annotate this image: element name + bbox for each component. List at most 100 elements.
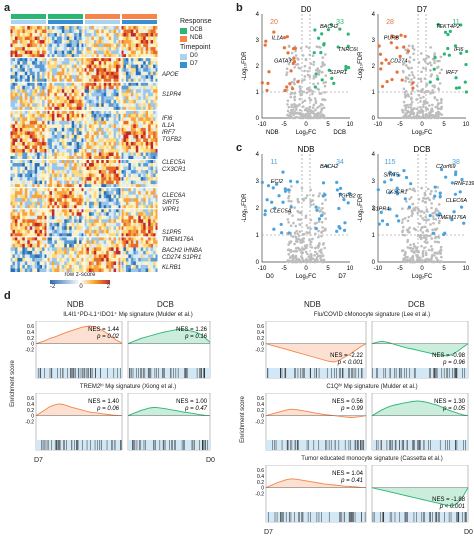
heatmap-timepoint-bar: [122, 20, 157, 24]
volcano-left-arrow-label: D0: [266, 274, 274, 280]
volcano-left-arrow-label: NDB: [266, 130, 279, 136]
heatmap-gene-label: SIRT5: [162, 200, 179, 206]
gsea-nes: NES = -1.88: [432, 497, 466, 503]
gsea-signature-title: IL4I1⁺PD-L1⁺IDO1⁺ Mφ signature (Mulder e…: [38, 312, 218, 319]
heatmap-response-bar: [48, 14, 83, 19]
gsea-nes: NES = -0.98: [432, 353, 466, 359]
volcano-gene-label: TMEM176A: [437, 215, 466, 221]
gsea-signature-title: Flu/COVID cMonocyte signature (Lee et al…: [268, 312, 474, 319]
zscore-legend: row z-score -2 0 2: [50, 272, 110, 291]
volcano-gene-label: IRF7: [446, 70, 459, 76]
gsea-rank-bar: [372, 368, 468, 378]
volcano-ylabel: -Log₁₀FDR: [242, 193, 248, 223]
volcano-gene-label: BACH2: [320, 24, 338, 30]
volcano-gene-label: RNF139-AS1: [454, 181, 474, 187]
volcano-gene-label: S1PR1: [330, 70, 347, 76]
volcano-xtick: 5: [326, 266, 330, 272]
volcano-gene-label: TEKT4P2: [436, 24, 460, 30]
gsea-pvalue: p = 0.41: [340, 478, 363, 484]
heatmap-gene-label: BACH2 IHNBA: [162, 248, 202, 254]
heatmap-response-bar: [11, 14, 46, 19]
gsea-signature-title: TREM2ʰⁱ Mφ signature (Xiong et al.): [38, 384, 218, 391]
gsea-nes: NES = 1.44: [88, 327, 120, 333]
volcano-ytick: 2: [256, 64, 260, 70]
response-legend-title: Response: [180, 18, 212, 25]
volcano-left-count: 20: [270, 19, 278, 26]
gsea-pvalue: p < 0.001: [337, 360, 363, 366]
volcano-xtick: -10: [258, 266, 267, 272]
volcano-ytick: 4: [256, 152, 260, 158]
gsea-column-title: DCB: [408, 300, 425, 309]
volcano-title: NDB: [298, 145, 315, 154]
timepoint-legend-title: Timepoint: [180, 44, 212, 51]
volcano-gene-label: IFI6: [454, 47, 464, 53]
ndb-swatch: [180, 36, 187, 42]
volcano-gene-label: GATA3: [274, 58, 292, 64]
volcano-right-arrow-label: DCB: [333, 130, 346, 136]
gsea-pvalue: p = 0.47: [184, 406, 208, 412]
gsea-rank-bar: [128, 368, 210, 378]
volcano-xtick: -5: [281, 122, 287, 128]
gsea-pvalue: p = 0.05: [442, 406, 466, 412]
heatmap-gene-label: S1PR4: [162, 92, 181, 98]
heatmap: [10, 14, 158, 272]
volcano-ytick: 1: [256, 233, 260, 239]
volcano-gene-label: CLEC5A: [270, 209, 292, 215]
volcano-xlabel: Log₂FC: [296, 130, 317, 136]
gsea-column-title: NDB: [67, 300, 84, 309]
gsea-ytick: -0.2: [255, 420, 264, 426]
d7-label: D7: [190, 61, 198, 68]
gsea-pvalue: p = 0.16: [184, 334, 208, 340]
volcano-xtick: -5: [397, 266, 403, 272]
zscore-tick-low: -2: [50, 284, 55, 291]
response-legend: Response DCB NDB Timepoint D0 D7: [180, 18, 212, 68]
heatmap-response-bar: [85, 14, 120, 19]
gsea-signature-title: C1Qʰⁱ Mφ signature (Mulder et al.): [268, 384, 474, 391]
volcano-gene-label: TNRC6C-AS1: [338, 47, 358, 53]
volcano-ytick: 2: [372, 64, 376, 70]
gsea-ytick: -0.2: [25, 348, 34, 354]
gsea-signature-title: Tumor educated monocyte signature (Casse…: [268, 456, 474, 463]
volcano-xtick: 0: [420, 122, 424, 128]
gsea-ylabel: Enrichment score: [10, 360, 17, 407]
volcano-ylabel: -Log₁₀FDR: [242, 51, 248, 81]
volcano-gene-label: S1PR4: [372, 206, 389, 212]
volcano-gene-label: IL1A: [272, 35, 284, 41]
heatmap-gene-label: APOE: [162, 72, 179, 78]
gsea-ytick: -0.2: [25, 420, 34, 426]
volcano-xtick: 0: [304, 122, 308, 128]
heatmap-gene-label: TGFB2: [162, 137, 181, 143]
heatmap-gene-label: VIPR1: [162, 207, 179, 213]
volcano-xtick: 10: [347, 266, 354, 272]
gsea-nes: NES = -2.22: [330, 353, 364, 359]
volcano-ytick: 4: [372, 12, 376, 18]
volcano-gene-label: CX3CR1: [386, 189, 408, 195]
volcano-gene-label: CD274: [390, 58, 407, 64]
volcano-gene-label: C2orf69: [436, 164, 456, 170]
volcano-gene-label: SIRT5: [384, 172, 400, 178]
volcano-ytick: 1: [372, 90, 376, 96]
volcano-ylabel: -Log₁₀FDR: [358, 51, 364, 81]
volcano-xtick: -5: [281, 266, 287, 272]
heatmap-gene-label: IRF7: [162, 130, 175, 136]
dcb-swatch: [180, 28, 187, 34]
gsea-nes: NES = 1.04: [332, 471, 364, 477]
volcano-ytick: 4: [256, 12, 260, 18]
volcano-ytick: 4: [372, 152, 376, 158]
volcano-xtick: 5: [442, 266, 446, 272]
panel-a-label: a: [4, 2, 10, 14]
gsea-rank-bar: [128, 440, 210, 450]
gsea-ytick: -0.2: [255, 348, 264, 354]
volcano-ytick: 3: [372, 179, 376, 185]
heatmap-timepoint-bar: [11, 20, 46, 24]
heatmap-gene-label: IFI6: [162, 116, 172, 122]
gsea-pvalue: p = 0.02: [96, 334, 120, 340]
